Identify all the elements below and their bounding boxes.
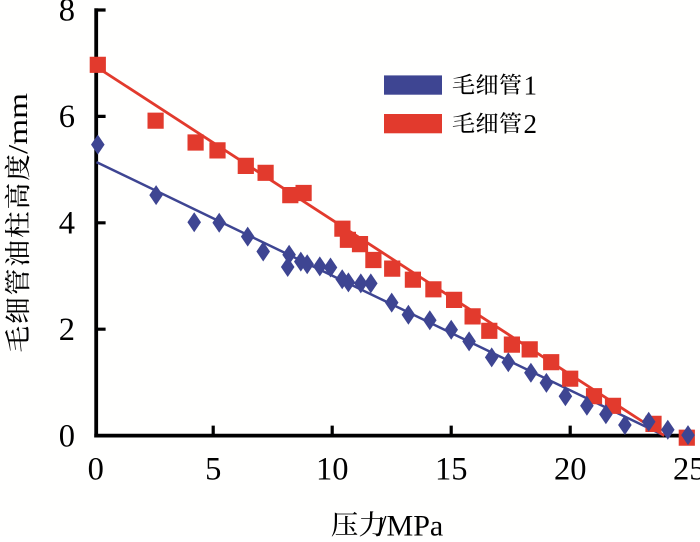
- svg-text:10: 10: [316, 452, 349, 488]
- svg-text:15: 15: [435, 452, 468, 488]
- svg-text:5: 5: [205, 452, 221, 488]
- svg-text:2: 2: [524, 109, 538, 139]
- svg-text:/MPa: /MPa: [378, 510, 443, 538]
- svg-text:2: 2: [59, 312, 75, 348]
- svg-text:6: 6: [59, 99, 75, 135]
- svg-text:0: 0: [88, 452, 104, 488]
- svg-text:1: 1: [524, 71, 538, 101]
- svg-text:8: 8: [59, 0, 75, 29]
- svg-text:4: 4: [59, 206, 75, 242]
- svg-text:/mm: /mm: [2, 93, 33, 154]
- svg-text:20: 20: [554, 452, 587, 488]
- svg-text:0: 0: [59, 418, 75, 454]
- svg-text:25: 25: [673, 452, 700, 488]
